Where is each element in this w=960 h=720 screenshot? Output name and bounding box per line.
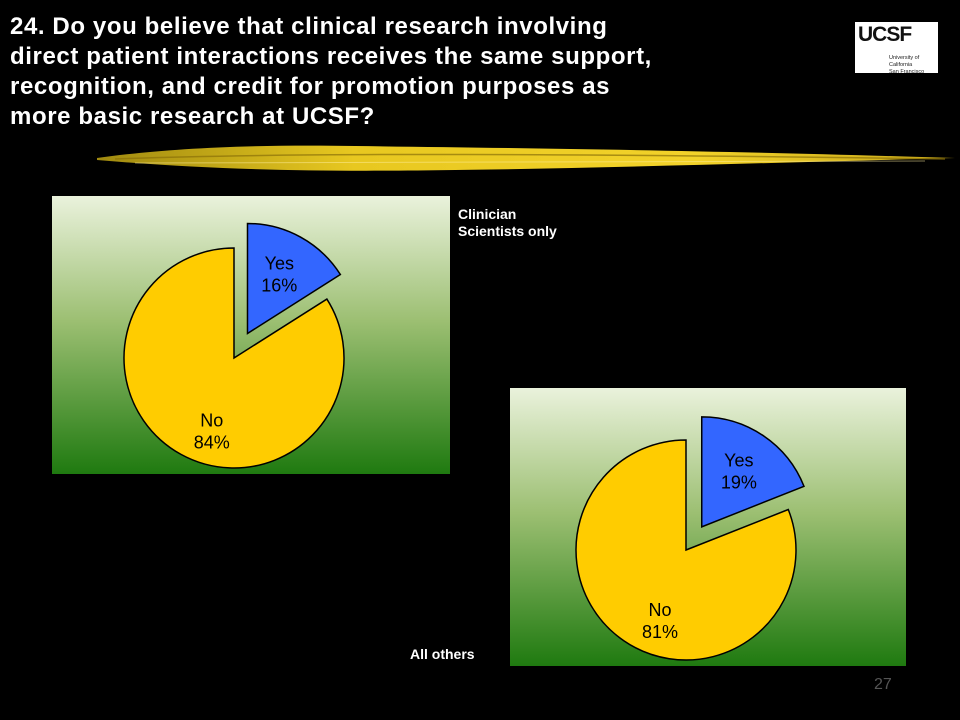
title-line: more basic research at UCSF?	[10, 103, 375, 130]
group-label-line: All others	[410, 646, 475, 662]
group-label-line: Clinician	[458, 206, 517, 222]
logo-subtitle: University of California San Francisco	[889, 55, 938, 76]
slice-value-yes: 19%	[721, 472, 757, 492]
slide-title: 24. Do you believe that clinical researc…	[10, 12, 820, 132]
pie-slice-yes	[246, 222, 342, 335]
pie-slice-no	[123, 247, 345, 469]
page-number: 27	[874, 676, 892, 693]
slice-label-no: No	[200, 410, 223, 430]
title-line: direct patient interactions receives the…	[10, 43, 652, 70]
logo-sub-line: San Francisco	[889, 69, 925, 75]
slice-label-yes: Yes	[724, 450, 753, 470]
pie-slice-no	[575, 439, 797, 661]
group-label-clinician: Clinician Scientists only	[458, 206, 557, 240]
brush-stroke-divider	[97, 145, 955, 171]
pie-slice-yes	[700, 416, 805, 528]
logo-sub-line: University of California	[889, 55, 920, 68]
group-label-all-others: All others	[410, 646, 475, 663]
title-line: 24. Do you believe that clinical researc…	[10, 13, 608, 40]
ucsf-logo: UCSF University of California San Franci…	[855, 22, 938, 76]
slice-value-yes: 16%	[261, 276, 297, 296]
slice-label-yes: Yes	[265, 254, 294, 274]
slice-value-no: 81%	[642, 622, 678, 642]
title-line: recognition, and credit for promotion pu…	[10, 73, 611, 100]
slice-label-no: No	[649, 600, 672, 620]
slice-value-no: 84%	[194, 432, 230, 452]
group-label-line: Scientists only	[458, 223, 557, 239]
logo-letters: UCSF	[858, 23, 912, 46]
